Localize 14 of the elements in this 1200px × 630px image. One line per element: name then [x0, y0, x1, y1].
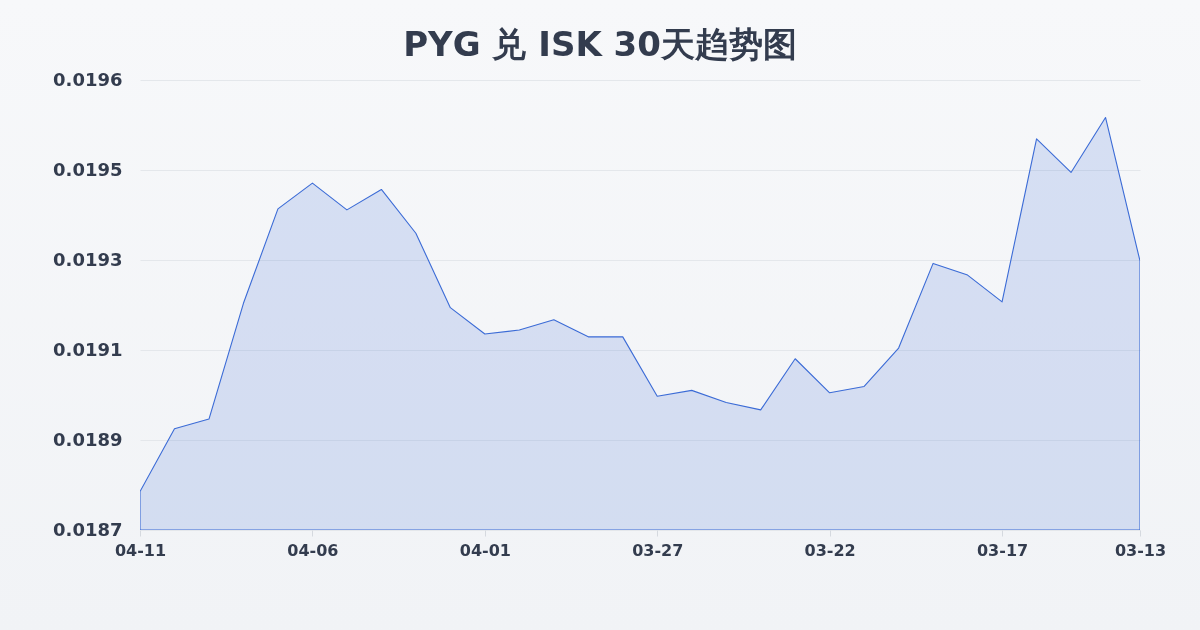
y-tick-label: 0.0191	[53, 338, 123, 360]
x-tick-label: 04-06	[287, 540, 339, 560]
y-tick-label: 0.0189	[53, 428, 123, 450]
x-tick-label: 03-17	[976, 540, 1029, 560]
y-tick-label: 0.0195	[53, 158, 123, 180]
y-tick-label: 0.0187	[53, 518, 123, 540]
x-tick-label: 03-27	[632, 540, 684, 560]
chart-title: PYG 兑 ISK 30天趋势图	[403, 24, 797, 64]
x-tick-label: 04-11	[114, 540, 167, 560]
x-tick-label: 03-22	[804, 540, 856, 560]
y-tick-label: 0.0193	[53, 248, 123, 270]
x-tick-label: 04-01	[459, 540, 511, 560]
x-tick-label: 03-13	[1114, 540, 1167, 560]
y-tick-label: 0.0196	[53, 68, 123, 90]
